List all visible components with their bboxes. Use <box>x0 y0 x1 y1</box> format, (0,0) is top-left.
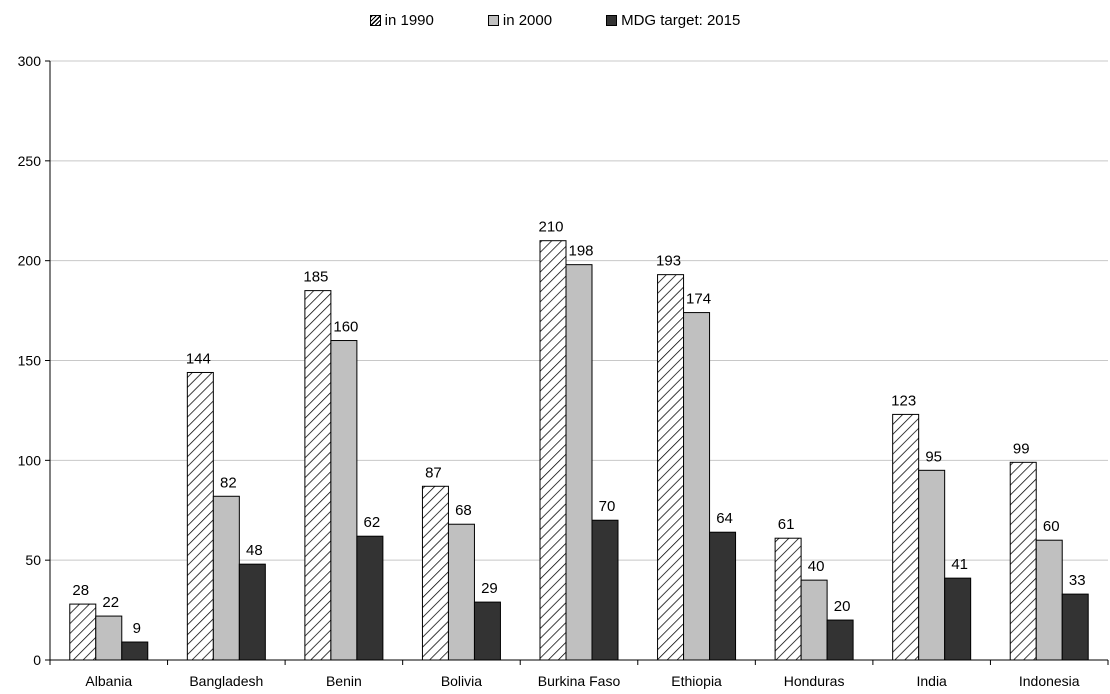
legend-swatch-2000 <box>487 15 499 26</box>
bar-1990 <box>892 413 920 661</box>
data-label-2000: 95 <box>925 448 942 465</box>
y-tick-label: 150 <box>18 353 42 369</box>
data-label-target: 64 <box>716 510 733 527</box>
bar-1990 <box>539 240 567 661</box>
x-tick-label: Honduras <box>784 673 845 689</box>
data-label-1990: 210 <box>538 219 563 236</box>
data-label-1990: 193 <box>656 253 681 270</box>
y-tick-labels: 0 50 100 150 200 250 300 <box>18 53 42 668</box>
data-label-1990: 144 <box>186 350 211 367</box>
x-tick-label: Burkina Faso <box>538 673 621 689</box>
y-tick-label: 50 <box>25 552 41 568</box>
x-tick-label: Bolivia <box>441 673 482 689</box>
bar-target <box>356 535 384 661</box>
bar-1990 <box>657 274 685 661</box>
data-label-1990: 123 <box>891 392 916 409</box>
data-label-2000: 198 <box>568 243 593 260</box>
bar-2000 <box>683 312 711 661</box>
legend-label-target: MDG target: 2015 <box>621 12 741 29</box>
bar-1990 <box>1009 461 1037 661</box>
data-label-1990: 61 <box>778 516 795 533</box>
x-tick-label: Indonesia <box>1019 673 1080 689</box>
bar-2000 <box>447 523 475 661</box>
data-label-target: 41 <box>951 556 968 573</box>
y-tick-label: 300 <box>18 53 42 69</box>
bar-1990 <box>421 485 449 661</box>
bar-target <box>591 519 619 661</box>
data-label-2000: 68 <box>455 502 472 519</box>
bar-2000 <box>330 340 358 661</box>
y-tick-label: 0 <box>33 652 41 668</box>
x-tick-label: Albania <box>85 673 132 689</box>
legend-swatch-target <box>606 15 618 26</box>
data-label-1990: 87 <box>425 464 442 481</box>
bar-2000 <box>918 469 946 661</box>
data-label-2000: 82 <box>220 474 237 491</box>
x-tick-labels: Albania Bangladesh Benin Bolivia Burkina Fas… <box>85 673 1079 689</box>
bar-target <box>238 563 266 661</box>
bar-2000 <box>1035 539 1063 661</box>
data-label-1990: 99 <box>1013 440 1030 457</box>
legend-swatch-1990 <box>369 15 381 26</box>
legend-item-2000: in 2000 <box>487 12 553 29</box>
bars <box>69 240 1089 661</box>
legend-item-1990: in 1990 <box>369 12 434 29</box>
data-label-target: 70 <box>599 498 616 515</box>
bar-target <box>1061 593 1089 661</box>
bar-target <box>826 619 854 661</box>
bar-1990 <box>186 371 214 661</box>
bar-target <box>473 601 501 661</box>
bar-2000 <box>212 495 240 661</box>
bar-1990 <box>69 603 97 661</box>
x-tick-label: Benin <box>326 673 362 689</box>
data-label-2000: 160 <box>333 319 358 336</box>
data-label-2000: 174 <box>686 291 711 308</box>
data-label-target: 62 <box>364 514 381 531</box>
data-label-target: 20 <box>834 598 851 615</box>
data-label-target: 33 <box>1069 572 1086 589</box>
data-label-1990: 28 <box>72 582 89 599</box>
data-labels: 28 22 9 144 82 48 185 160 62 87 68 29 210 198 70 193 174… <box>72 219 1085 637</box>
y-tick-label: 250 <box>18 153 42 169</box>
data-label-2000: 22 <box>102 594 119 611</box>
data-label-2000: 60 <box>1043 518 1060 535</box>
bar-target <box>709 531 737 661</box>
data-label-target: 29 <box>481 580 498 597</box>
legend-item-target: MDG target: 2015 <box>606 12 740 29</box>
data-label-target: 48 <box>246 542 263 559</box>
bar-1990 <box>774 537 802 661</box>
y-tick-label: 200 <box>18 253 42 269</box>
x-tick-label: Ethiopia <box>671 673 722 689</box>
bar-2000 <box>95 615 123 661</box>
chart-legend: in 1990 in 2000 MDG target: 2015 <box>0 12 1110 29</box>
bar-2000 <box>565 264 593 661</box>
x-tick-label: India <box>916 673 947 689</box>
data-label-target: 9 <box>133 620 141 637</box>
bar-target <box>944 577 972 661</box>
bar-1990 <box>304 290 332 661</box>
bar-2000 <box>800 579 828 661</box>
y-tick-label: 100 <box>18 452 42 468</box>
bar-target <box>121 641 149 661</box>
data-label-2000: 40 <box>808 558 825 575</box>
legend-label-1990: in 1990 <box>384 12 434 29</box>
legend-label-2000: in 2000 <box>502 12 553 29</box>
x-tick-label: Bangladesh <box>189 673 263 689</box>
data-label-1990: 185 <box>303 269 328 286</box>
